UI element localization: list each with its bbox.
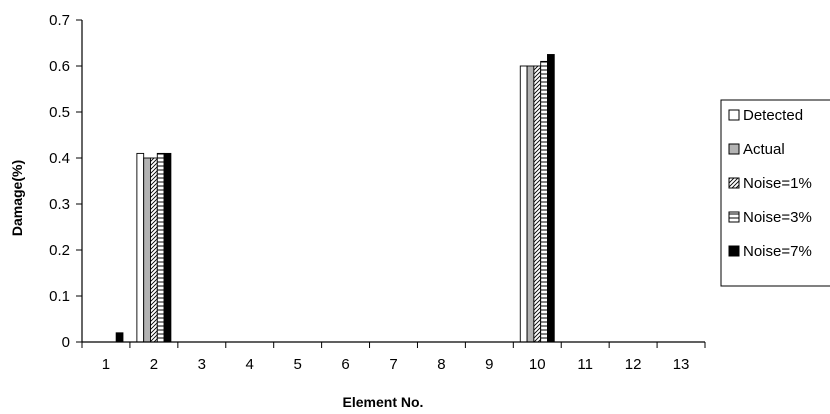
x-axis-ticks: 1 2 3 4 5 6 7 8 9 10 11 12 13 <box>81 342 706 373</box>
legend-label: Noise=3% <box>743 209 812 226</box>
x-axis-title: Element No. <box>343 394 424 410</box>
legend-label: Actual <box>743 141 785 158</box>
bar-noise-1--2 <box>150 157 158 343</box>
x-tick-label: 11 <box>577 356 593 373</box>
x-tick-label: 1 <box>102 356 110 373</box>
legend-swatch <box>728 245 740 257</box>
x-tick-label: 10 <box>529 356 546 373</box>
bar-noise-7--1 <box>115 332 124 343</box>
legend-swatch <box>728 109 740 121</box>
legend-swatch <box>728 143 740 155</box>
x-tick-label: 9 <box>485 356 493 373</box>
x-tick-label: 8 <box>437 356 445 373</box>
axes <box>81 20 705 343</box>
legend-swatch <box>728 177 740 189</box>
legend-swatch <box>728 211 740 223</box>
y-tick-label: 0.3 <box>49 196 70 213</box>
x-tick-label: 13 <box>673 356 690 373</box>
bar-actual-2 <box>143 157 151 343</box>
bar-noise-3--2 <box>156 152 165 343</box>
bar-detected-10 <box>519 65 528 343</box>
legend-label: Noise=7% <box>743 243 812 260</box>
y-axis-ticks: 0 0.1 0.2 0.3 0.4 0.5 0.6 0.7 <box>49 12 82 351</box>
bar-actual-10 <box>526 65 535 343</box>
legend: Detected Actual Noise=1% Noise=3% Noise=7% <box>720 99 830 287</box>
y-tick-label: 0.6 <box>49 58 70 75</box>
bar-detected-2 <box>136 152 145 343</box>
bar-noise-7--10 <box>547 54 555 343</box>
x-tick-label: 12 <box>625 356 642 373</box>
x-tick-label: 3 <box>198 356 206 373</box>
x-tick-label: 7 <box>389 356 397 373</box>
x-tick-label: 5 <box>293 356 301 373</box>
y-tick-label: 0.2 <box>49 242 70 259</box>
bar-noise-7--2 <box>163 152 172 343</box>
y-tick-label: 0.4 <box>49 150 70 167</box>
bar-noise-1--10 <box>533 65 542 343</box>
y-axis-title: Damage(%) <box>9 160 25 236</box>
y-tick-label: 0.7 <box>49 12 70 29</box>
x-tick-label: 2 <box>150 356 158 373</box>
legend-label: Detected <box>743 107 803 124</box>
y-tick-label: 0 <box>62 334 70 351</box>
y-tick-label: 0.1 <box>49 288 70 305</box>
x-tick-label: 4 <box>246 356 254 373</box>
y-tick-label: 0.5 <box>49 104 70 121</box>
bars-group <box>115 54 555 343</box>
legend-label: Noise=1% <box>743 175 812 192</box>
x-tick-label: 6 <box>341 356 349 373</box>
bar-noise-3--10 <box>540 60 548 343</box>
